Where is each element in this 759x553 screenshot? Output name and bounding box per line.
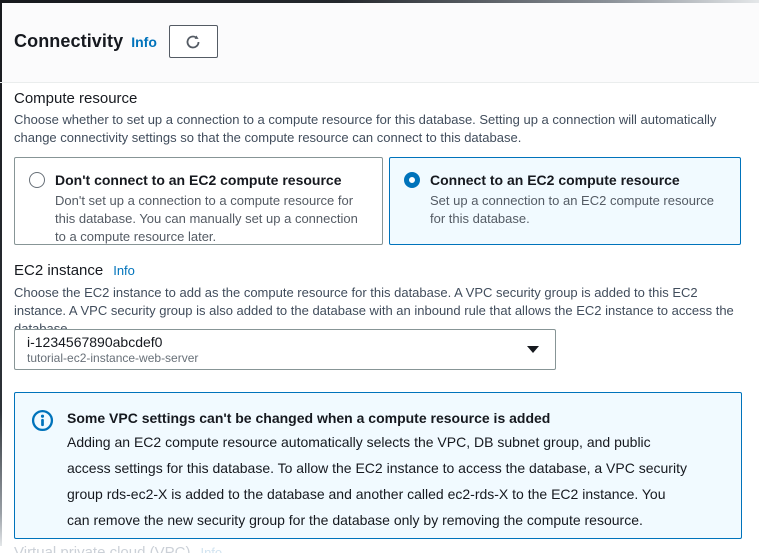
header-divider bbox=[0, 82, 759, 83]
ec2-instance-select[interactable]: i-1234567890abcdef0 tutorial-ec2-instanc… bbox=[14, 329, 556, 370]
info-circle-icon bbox=[31, 407, 55, 524]
ec2-instance-description: Choose the EC2 instance to add as the co… bbox=[14, 285, 734, 336]
compute-resource-description: Choose whether to set up a connection to… bbox=[14, 112, 717, 145]
radio-tile-description: Set up a connection to an EC2 compute re… bbox=[430, 193, 715, 226]
radio-tile-title: Don't connect to an EC2 compute resource bbox=[55, 172, 342, 188]
radio-tile-title: Connect to an EC2 compute resource bbox=[430, 172, 680, 188]
vpc-settings-info-alert: Some VPC settings can't be changed when … bbox=[14, 392, 742, 539]
chevron-down-icon bbox=[527, 346, 539, 353]
radio-tile-dont-connect[interactable]: Don't connect to an EC2 compute resource… bbox=[14, 157, 383, 245]
section-header: Connectivity Info bbox=[2, 3, 759, 82]
vpc-section-info-link: Info bbox=[200, 545, 223, 553]
refresh-icon bbox=[184, 33, 202, 51]
connectivity-info-link[interactable]: Info bbox=[131, 33, 157, 50]
screenshot-left-border bbox=[0, 0, 2, 546]
ec2-instance-select-value: i-1234567890abcdef0 bbox=[27, 334, 163, 350]
radio-unselected-icon[interactable] bbox=[29, 172, 45, 188]
radio-tile-connect-ec2[interactable]: Connect to an EC2 compute resource Set u… bbox=[389, 157, 741, 245]
radio-selected-icon[interactable] bbox=[404, 172, 420, 188]
next-section-label-row: Virtual private cloud (VPC) Info bbox=[14, 544, 222, 553]
compute-resource-label: Compute resource bbox=[14, 90, 138, 107]
alert-body: Adding an EC2 compute resource automatic… bbox=[67, 434, 687, 528]
alert-title: Some VPC settings can't be changed when … bbox=[67, 410, 551, 426]
radio-tile-description: Don't set up a connection to a compute r… bbox=[55, 193, 358, 244]
vpc-section-label: Virtual private cloud (VPC) bbox=[14, 544, 191, 553]
ec2-instance-info-link[interactable]: Info bbox=[113, 263, 135, 278]
ec2-instance-select-secondary: tutorial-ec2-instance-web-server bbox=[27, 351, 199, 365]
ec2-instance-label-row: EC2 instance Info bbox=[14, 262, 135, 279]
refresh-button[interactable] bbox=[168, 25, 218, 58]
ec2-instance-label: EC2 instance bbox=[14, 262, 104, 279]
screenshot-top-border bbox=[0, 0, 759, 3]
page-title: Connectivity bbox=[14, 31, 124, 51]
